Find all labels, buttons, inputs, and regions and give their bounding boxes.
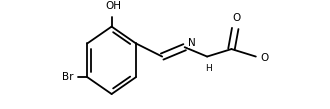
Text: OH: OH	[106, 1, 121, 11]
Text: O: O	[260, 53, 269, 63]
Text: Br: Br	[62, 72, 73, 82]
Text: H: H	[205, 64, 212, 73]
Text: O: O	[232, 13, 240, 23]
Text: N: N	[188, 37, 196, 48]
